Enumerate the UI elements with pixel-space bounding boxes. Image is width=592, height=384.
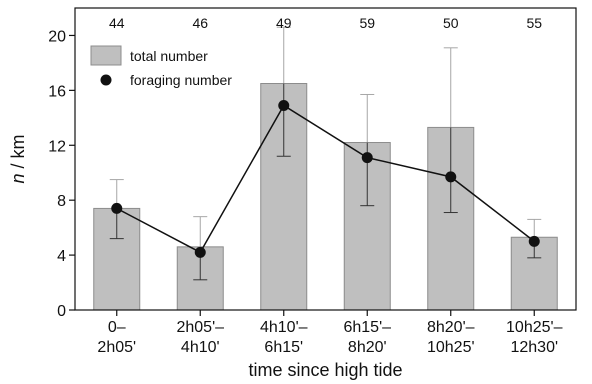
x-axis-title: time since high tide bbox=[248, 360, 402, 380]
count-label-1: 46 bbox=[192, 15, 208, 31]
y-tick-label-1: 4 bbox=[57, 248, 66, 265]
y-tick-label-2: 8 bbox=[57, 193, 66, 210]
count-label-5: 55 bbox=[526, 15, 542, 31]
x-tick-label-line1-2: 4h10'– bbox=[260, 319, 308, 336]
count-label-4: 50 bbox=[443, 15, 459, 31]
point-foraging-3 bbox=[361, 152, 373, 164]
y-axis-title-variable: n bbox=[8, 173, 28, 183]
y-axis-title-unit: / km bbox=[8, 134, 28, 173]
legend-marker-foraging bbox=[100, 74, 112, 86]
plot-frame bbox=[74, 7, 577, 311]
point-foraging-4 bbox=[445, 171, 457, 183]
point-foraging-0 bbox=[111, 202, 123, 214]
legend-label-foraging: foraging number bbox=[130, 72, 232, 88]
point-foraging-2 bbox=[278, 99, 290, 111]
x-tick-label-line1-3: 6h15'– bbox=[343, 319, 391, 336]
point-foraging-5 bbox=[528, 235, 540, 247]
count-label-2: 49 bbox=[276, 15, 292, 31]
y-tick-label-5: 20 bbox=[48, 28, 66, 45]
legend-label-total: total number bbox=[130, 48, 208, 64]
count-label-0: 44 bbox=[109, 15, 125, 31]
x-tick-label-line1-0: 0– bbox=[108, 319, 126, 336]
y-tick-label-4: 16 bbox=[48, 83, 66, 100]
line-foraging bbox=[116, 104, 535, 254]
point-foraging-1 bbox=[194, 246, 206, 258]
y-tick-label-0: 0 bbox=[57, 303, 66, 320]
count-label-3: 59 bbox=[359, 15, 375, 31]
x-tick-label-line2-4: 10h25' bbox=[427, 339, 475, 356]
x-tick-label-line2-1: 4h10' bbox=[181, 339, 220, 356]
y-tick-label-3: 12 bbox=[48, 138, 66, 155]
x-tick-label-line2-3: 8h20' bbox=[348, 339, 387, 356]
y-axis-title: n / km bbox=[8, 134, 28, 183]
x-tick-label-line2-0: 2h05' bbox=[97, 339, 136, 356]
legend-swatch-total bbox=[90, 45, 122, 66]
x-tick-label-line2-5: 12h30' bbox=[510, 339, 558, 356]
x-tick-label-line1-5: 10h25'– bbox=[506, 319, 563, 336]
x-tick-label-line2-2: 6h15' bbox=[264, 339, 303, 356]
x-tick-label-line1-1: 2h05'– bbox=[176, 319, 224, 336]
x-tick-label-line1-4: 8h20'– bbox=[427, 319, 475, 336]
